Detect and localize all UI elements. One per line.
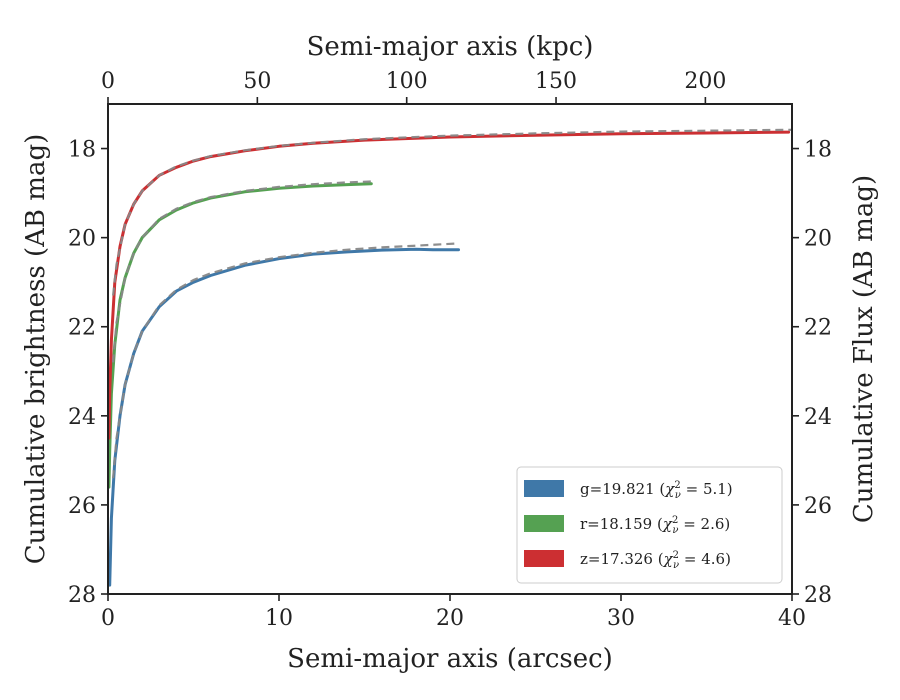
y-axis-title: Cumulative brightness (AB mag) [21,134,51,565]
x2-tick-label: 0 [101,69,115,94]
x2-tick-label: 100 [386,69,428,94]
x-tick-label: 20 [436,606,464,631]
x-axis-top: 0 50 100 150 200 [101,69,726,104]
y2-tick-label: 28 [804,583,832,608]
series-line-z [107,130,791,440]
legend-label: r=18.159 (χ2 ν = 2.6) [580,515,730,536]
legend-swatch [524,480,564,497]
y-tick-label: 24 [68,405,96,430]
x-axis-title: Semi-major axis (arcsec) [287,644,613,674]
y-axis-left: 18 20 22 24 26 28 [68,138,108,608]
y-tick-label: 26 [68,494,96,519]
model-curves [112,128,793,479]
x-axis-bottom: 0 10 20 30 40 [101,594,806,631]
y-tick-label: 22 [68,316,96,341]
y2-tick-label: 18 [804,138,832,163]
y-axis-right: 18 20 22 24 26 28 [792,138,832,608]
y-tick-label: 28 [68,583,96,608]
y2-tick-label: 24 [804,405,832,430]
y2-tick-label: 20 [804,227,832,252]
y2-tick-label: 22 [804,316,832,341]
y2-tick-label: 26 [804,494,832,519]
model-curve-r [112,180,372,363]
legend-swatch [524,550,564,567]
x-tick-label: 10 [265,606,293,631]
y-tick-label: 18 [68,138,96,163]
x2-tick-label: 200 [684,69,726,94]
y-tick-label: 20 [68,227,96,252]
series-line-g [108,247,460,587]
x2-axis-title: Semi-major axis (kpc) [307,32,594,62]
x-tick-label: 30 [607,606,635,631]
x2-tick-label: 150 [535,69,577,94]
y2-axis-title: Cumulative Flux (AB mag) [849,175,879,523]
model-curve-g [112,242,459,479]
legend: g=19.821 (χ2 ν = 5.1) r=18.159 (χ2 ν = 2.6)… [516,466,783,584]
x-tick-label: 0 [101,606,115,631]
series-line-r [107,182,373,489]
x2-tick-label: 50 [243,69,271,94]
legend-label: g=19.821 (χ2 ν = 5.1) [580,480,733,501]
legend-box [516,466,783,584]
legend-swatch [524,515,564,532]
legend-label: z=17.326 (χ2 ν = 4.6) [580,550,731,571]
x-tick-label: 40 [778,606,806,631]
